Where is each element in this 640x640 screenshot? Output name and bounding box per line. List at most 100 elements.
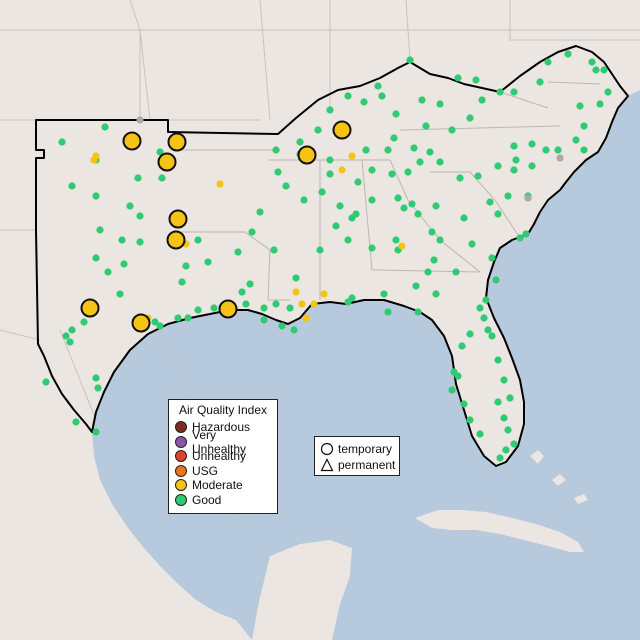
good-monitor-dot[interactable] — [506, 394, 514, 402]
good-monitor-dot[interactable] — [156, 322, 164, 330]
moderate-temporary-monitor[interactable] — [122, 131, 142, 151]
good-monitor-dot[interactable] — [600, 66, 608, 74]
no-data-monitor-dot[interactable] — [136, 116, 144, 124]
moderate-temporary-monitor[interactable] — [157, 152, 177, 172]
good-monitor-dot[interactable] — [426, 148, 434, 156]
good-monitor-dot[interactable] — [452, 268, 460, 276]
good-monitor-dot[interactable] — [242, 300, 250, 308]
good-monitor-dot[interactable] — [580, 146, 588, 154]
good-monitor-dot[interactable] — [428, 228, 436, 236]
no-data-monitor-dot[interactable] — [556, 154, 564, 162]
good-monitor-dot[interactable] — [246, 280, 254, 288]
good-monitor-dot[interactable] — [436, 236, 444, 244]
good-monitor-dot[interactable] — [496, 88, 504, 96]
good-monitor-dot[interactable] — [344, 236, 352, 244]
good-monitor-dot[interactable] — [368, 196, 376, 204]
good-monitor-dot[interactable] — [388, 170, 396, 178]
good-monitor-dot[interactable] — [448, 126, 456, 134]
moderate-monitor-dot[interactable] — [92, 152, 100, 160]
good-monitor-dot[interactable] — [412, 282, 420, 290]
good-monitor-dot[interactable] — [528, 140, 536, 148]
good-monitor-dot[interactable] — [604, 88, 612, 96]
good-monitor-dot[interactable] — [374, 82, 382, 90]
good-monitor-dot[interactable] — [504, 426, 512, 434]
good-monitor-dot[interactable] — [516, 234, 524, 242]
good-monitor-dot[interactable] — [292, 274, 300, 282]
good-monitor-dot[interactable] — [194, 236, 202, 244]
good-monitor-dot[interactable] — [448, 386, 456, 394]
moderate-monitor-dot[interactable] — [398, 242, 406, 250]
moderate-monitor-dot[interactable] — [298, 300, 306, 308]
good-monitor-dot[interactable] — [118, 236, 126, 244]
good-monitor-dot[interactable] — [486, 198, 494, 206]
moderate-monitor-dot[interactable] — [320, 290, 328, 298]
good-monitor-dot[interactable] — [592, 66, 600, 74]
moderate-temporary-monitor[interactable] — [332, 120, 352, 140]
good-monitor-dot[interactable] — [460, 214, 468, 222]
good-monitor-dot[interactable] — [260, 316, 268, 324]
good-monitor-dot[interactable] — [466, 330, 474, 338]
good-monitor-dot[interactable] — [134, 174, 142, 182]
good-monitor-dot[interactable] — [544, 58, 552, 66]
good-monitor-dot[interactable] — [300, 196, 308, 204]
good-monitor-dot[interactable] — [410, 144, 418, 152]
good-monitor-dot[interactable] — [270, 246, 278, 254]
good-monitor-dot[interactable] — [326, 156, 334, 164]
good-monitor-dot[interactable] — [72, 418, 80, 426]
good-monitor-dot[interactable] — [414, 210, 422, 218]
no-data-monitor-dot[interactable] — [524, 194, 532, 202]
good-monitor-dot[interactable] — [296, 138, 304, 146]
good-monitor-dot[interactable] — [454, 74, 462, 82]
good-monitor-dot[interactable] — [68, 326, 76, 334]
good-monitor-dot[interactable] — [234, 248, 242, 256]
good-monitor-dot[interactable] — [126, 202, 134, 210]
moderate-temporary-monitor[interactable] — [166, 230, 186, 250]
good-monitor-dot[interactable] — [542, 146, 550, 154]
good-monitor-dot[interactable] — [136, 212, 144, 220]
good-monitor-dot[interactable] — [101, 123, 109, 131]
good-monitor-dot[interactable] — [326, 106, 334, 114]
good-monitor-dot[interactable] — [390, 134, 398, 142]
good-monitor-dot[interactable] — [408, 200, 416, 208]
good-monitor-dot[interactable] — [96, 226, 104, 234]
moderate-monitor-dot[interactable] — [310, 300, 318, 308]
good-monitor-dot[interactable] — [368, 166, 376, 174]
good-monitor-dot[interactable] — [476, 430, 484, 438]
good-monitor-dot[interactable] — [136, 238, 144, 246]
good-monitor-dot[interactable] — [504, 192, 512, 200]
good-monitor-dot[interactable] — [466, 114, 474, 122]
good-monitor-dot[interactable] — [404, 168, 412, 176]
good-monitor-dot[interactable] — [156, 148, 164, 156]
good-monitor-dot[interactable] — [66, 338, 74, 346]
good-monitor-dot[interactable] — [58, 138, 66, 146]
good-monitor-dot[interactable] — [572, 136, 580, 144]
good-monitor-dot[interactable] — [494, 210, 502, 218]
good-monitor-dot[interactable] — [436, 158, 444, 166]
good-monitor-dot[interactable] — [554, 146, 562, 154]
good-monitor-dot[interactable] — [392, 236, 400, 244]
good-monitor-dot[interactable] — [378, 92, 386, 100]
good-monitor-dot[interactable] — [478, 96, 486, 104]
good-monitor-dot[interactable] — [182, 262, 190, 270]
moderate-temporary-monitor[interactable] — [80, 298, 100, 318]
good-monitor-dot[interactable] — [256, 208, 264, 216]
good-monitor-dot[interactable] — [472, 76, 480, 84]
good-monitor-dot[interactable] — [502, 446, 510, 454]
good-monitor-dot[interactable] — [92, 192, 100, 200]
good-monitor-dot[interactable] — [80, 318, 88, 326]
good-monitor-dot[interactable] — [344, 298, 352, 306]
good-monitor-dot[interactable] — [210, 304, 218, 312]
good-monitor-dot[interactable] — [238, 288, 246, 296]
good-monitor-dot[interactable] — [510, 88, 518, 96]
moderate-monitor-dot[interactable] — [216, 180, 224, 188]
good-monitor-dot[interactable] — [474, 172, 482, 180]
good-monitor-dot[interactable] — [184, 314, 192, 322]
good-monitor-dot[interactable] — [494, 356, 502, 364]
good-monitor-dot[interactable] — [318, 188, 326, 196]
good-monitor-dot[interactable] — [344, 92, 352, 100]
good-monitor-dot[interactable] — [430, 256, 438, 264]
good-monitor-dot[interactable] — [588, 58, 596, 66]
good-monitor-dot[interactable] — [332, 222, 340, 230]
good-monitor-dot[interactable] — [92, 254, 100, 262]
good-monitor-dot[interactable] — [92, 374, 100, 382]
